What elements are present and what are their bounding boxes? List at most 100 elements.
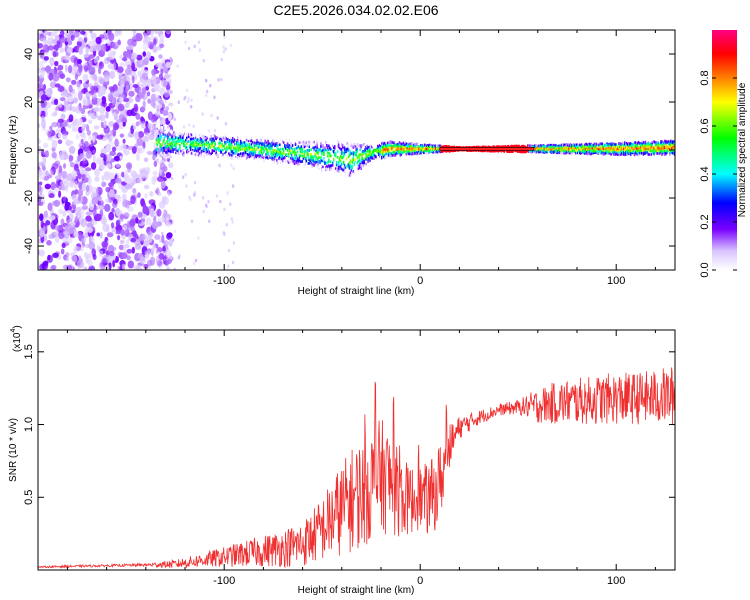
ridge-cell [287,155,290,158]
ridge-cell [339,141,342,144]
noise-speckle [88,241,96,250]
noise-speckle [43,30,48,36]
noise-speckle [117,235,121,241]
ridge-cell [176,155,178,159]
noise-speckle [154,111,160,117]
noise-speckle [201,112,204,116]
ridge-cell [216,153,218,157]
ridge-cell [193,153,196,157]
noise-speckle [227,248,231,253]
ridge-cell [262,151,264,154]
noise-speckle [165,249,172,258]
ridge-cell [351,166,354,170]
ridge-cell [231,138,233,142]
noise-speckle [140,116,145,122]
noise-speckle [49,125,53,131]
noise-speckle [165,172,172,179]
ridge-cell [328,158,330,162]
ridge-cell [178,133,180,136]
ridge-cell [350,165,353,168]
ridge-cell [267,156,269,160]
ridge-cell [225,150,227,154]
ridge-cell [347,145,350,148]
ridge-cell [280,138,282,142]
noise-speckle [65,104,71,111]
noise-speckle [96,245,100,251]
noise-speckle [150,115,157,123]
ridge-cell [173,137,175,141]
ridge-cell [290,153,293,157]
ridge-cell [229,139,231,143]
noise-speckle [106,232,114,238]
ridge-cell [264,147,266,151]
ridge-cell [302,140,305,144]
noise-speckle [68,218,73,223]
noise-speckle [124,102,130,109]
ridge-cell [178,136,180,140]
ridge-cell [283,156,285,160]
ridge-cell [241,145,244,149]
ridge-cell [225,133,227,136]
noise-speckle [231,260,235,265]
noise-speckle [188,123,191,127]
ridge-cell [322,165,324,169]
ridge-cell [202,149,205,153]
ridge-cell [252,153,255,157]
ridge-cell [365,162,367,166]
noise-speckle [39,90,44,96]
ridge-cell [329,171,331,175]
noise-speckle [137,211,143,218]
noise-speckle [112,201,118,208]
ridge-cell [183,130,185,134]
ridge-cell [307,149,309,152]
ridge-cell [284,145,286,148]
noise-speckle [104,236,109,242]
ridge-cell [179,143,181,147]
noise-speckle [54,30,59,34]
ridge-cell [280,161,282,165]
noise-speckle [105,106,111,112]
noise-speckle [149,208,155,218]
ridge-cell [343,163,346,167]
ridge-cell [293,158,296,162]
ridge-cell [269,144,271,147]
ridge-cell [318,166,320,169]
noise-speckle [92,154,96,163]
ridge-cell [172,138,174,141]
ridge-cell [277,151,279,154]
ridge-cell [222,148,224,152]
ridge-cell [237,149,240,152]
noise-speckle [93,58,98,64]
ridge-cell [283,141,285,144]
ridge-cell [284,156,286,160]
noise-speckle [101,257,108,264]
ridge-cell [268,142,270,145]
ridge-cell [278,138,280,141]
noise-speckle [47,202,53,211]
ridge-cell [385,156,388,159]
ridge-cell [346,164,349,168]
noise-speckle [48,234,52,239]
ridge-cell [257,146,259,149]
ridge-cell [168,137,170,141]
ridge-cell [188,135,191,139]
ridge-cell [162,150,164,153]
ridge-cell [243,145,246,148]
noise-speckle [116,264,120,270]
ridge-cell [254,137,257,140]
noise-speckle [146,30,152,36]
ridge-cell [328,164,330,167]
ridge-cell [331,141,333,145]
ridge-cell [317,155,319,158]
noise-speckle [115,224,122,232]
ridge-cell [274,144,276,148]
ridge-cell [247,137,250,141]
noise-speckle [193,191,197,195]
noise-speckle [49,215,56,221]
ridge-cell [229,153,231,157]
ridge-cell [227,155,229,158]
ridge-cell [194,141,197,144]
ridge-cell [305,141,307,144]
ridge-cell [159,154,161,157]
noise-speckle [125,199,130,209]
